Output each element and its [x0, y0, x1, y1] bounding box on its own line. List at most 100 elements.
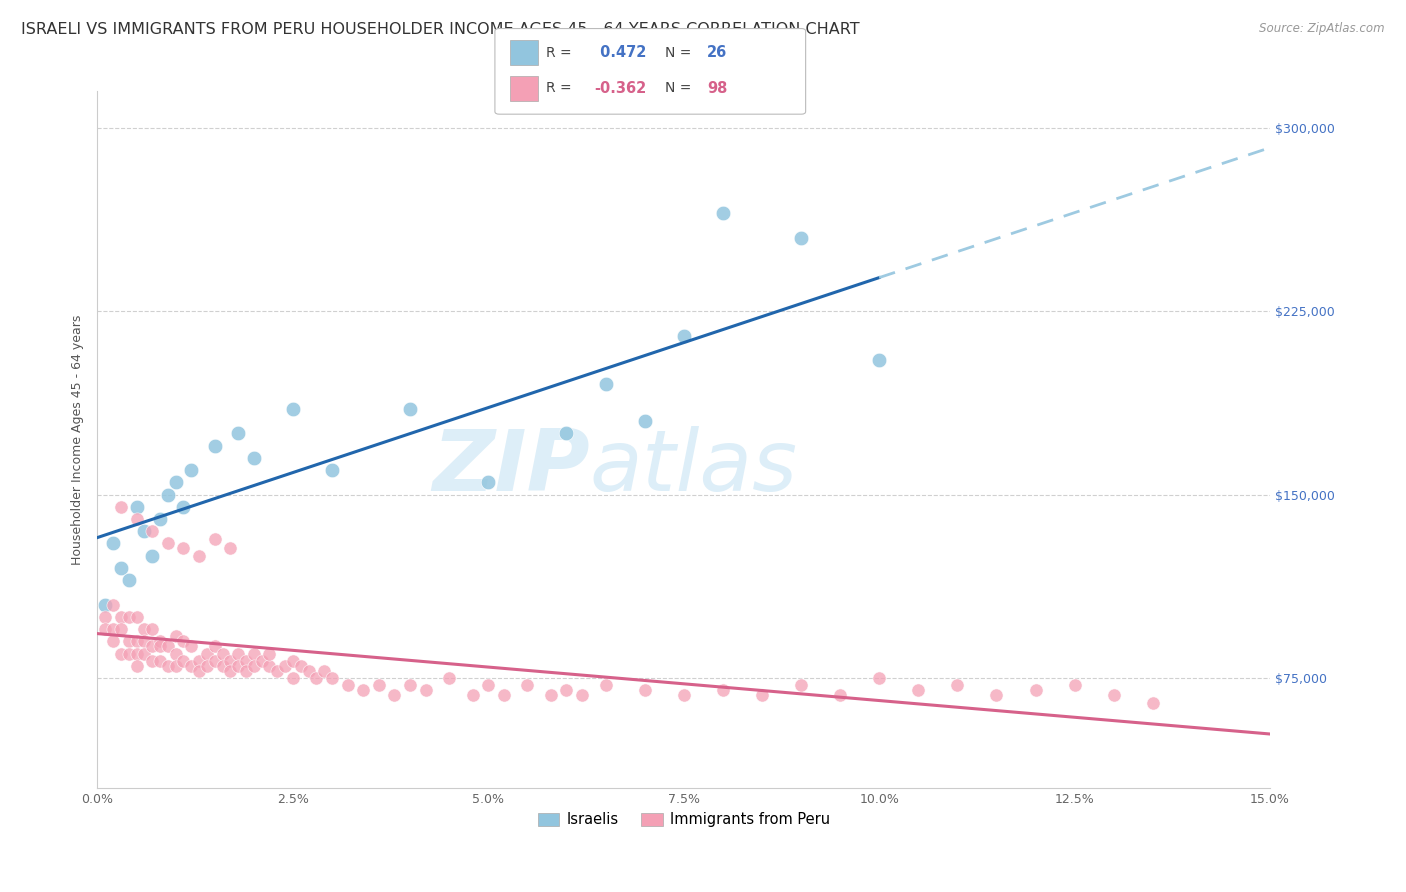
Point — [540, 688, 562, 702]
Point — [1024, 683, 1046, 698]
Point — [235, 654, 257, 668]
Point — [118, 634, 141, 648]
Text: 0.472: 0.472 — [595, 45, 647, 60]
Y-axis label: Householder Income Ages 45 - 64 years: Householder Income Ages 45 - 64 years — [72, 314, 84, 565]
Point — [321, 463, 343, 477]
Text: 98: 98 — [707, 81, 727, 95]
Point — [180, 463, 202, 477]
Point — [156, 658, 179, 673]
Point — [828, 688, 851, 702]
Point — [125, 500, 148, 514]
Point — [118, 573, 141, 587]
Point — [281, 654, 304, 668]
Point — [204, 532, 226, 546]
Point — [165, 630, 187, 644]
Point — [110, 610, 132, 624]
Point — [367, 678, 389, 692]
Point — [907, 683, 929, 698]
Point — [94, 622, 117, 636]
Point — [141, 549, 163, 563]
Text: R =: R = — [546, 45, 571, 60]
Point — [110, 561, 132, 575]
Point — [110, 622, 132, 636]
Text: R =: R = — [546, 81, 571, 95]
Point — [172, 654, 194, 668]
Point — [211, 658, 233, 673]
Point — [250, 654, 273, 668]
Point — [125, 634, 148, 648]
Point — [101, 536, 124, 550]
Point — [571, 688, 593, 702]
Point — [110, 647, 132, 661]
Text: N =: N = — [665, 45, 692, 60]
Point — [94, 610, 117, 624]
Point — [172, 634, 194, 648]
Point — [297, 664, 319, 678]
Point — [266, 664, 288, 678]
Point — [281, 401, 304, 416]
Point — [986, 688, 1008, 702]
Point — [305, 671, 328, 685]
Point — [195, 658, 218, 673]
Point — [259, 647, 281, 661]
Point — [125, 647, 148, 661]
Point — [188, 664, 211, 678]
Point — [165, 475, 187, 490]
Point — [711, 206, 734, 220]
Point — [226, 658, 249, 673]
Point — [165, 647, 187, 661]
Point — [165, 658, 187, 673]
Point — [188, 654, 211, 668]
Point — [219, 654, 242, 668]
Point — [274, 658, 297, 673]
Point — [172, 500, 194, 514]
Point — [595, 678, 617, 692]
Point — [226, 647, 249, 661]
Point — [101, 634, 124, 648]
Point — [352, 683, 374, 698]
Point — [125, 658, 148, 673]
Point — [101, 598, 124, 612]
Point — [314, 664, 336, 678]
Point — [492, 688, 515, 702]
Point — [1102, 688, 1125, 702]
Point — [321, 671, 343, 685]
Point — [461, 688, 484, 702]
Point — [125, 512, 148, 526]
Point — [141, 640, 163, 654]
Point — [219, 541, 242, 556]
Point — [149, 640, 172, 654]
Point — [281, 671, 304, 685]
Point — [516, 678, 538, 692]
Point — [477, 678, 499, 692]
Point — [751, 688, 773, 702]
Point — [868, 353, 890, 368]
Point — [672, 328, 695, 343]
Point — [141, 524, 163, 539]
Text: atlas: atlas — [591, 425, 799, 509]
Point — [141, 622, 163, 636]
Point — [1063, 678, 1085, 692]
Point — [211, 647, 233, 661]
Point — [156, 487, 179, 501]
Point — [134, 647, 156, 661]
Text: ISRAELI VS IMMIGRANTS FROM PERU HOUSEHOLDER INCOME AGES 45 - 64 YEARS CORRELATIO: ISRAELI VS IMMIGRANTS FROM PERU HOUSEHOL… — [21, 22, 859, 37]
Point — [555, 683, 578, 698]
Point — [180, 640, 202, 654]
Point — [204, 654, 226, 668]
Point — [259, 658, 281, 673]
Text: N =: N = — [665, 81, 692, 95]
Point — [633, 414, 655, 428]
Point — [633, 683, 655, 698]
Point — [204, 439, 226, 453]
Point — [149, 654, 172, 668]
Point — [384, 688, 406, 702]
Point — [118, 610, 141, 624]
Point — [118, 647, 141, 661]
Point — [399, 678, 422, 692]
Point — [290, 658, 312, 673]
Point — [595, 377, 617, 392]
Point — [226, 426, 249, 441]
Point — [101, 622, 124, 636]
Point — [188, 549, 211, 563]
